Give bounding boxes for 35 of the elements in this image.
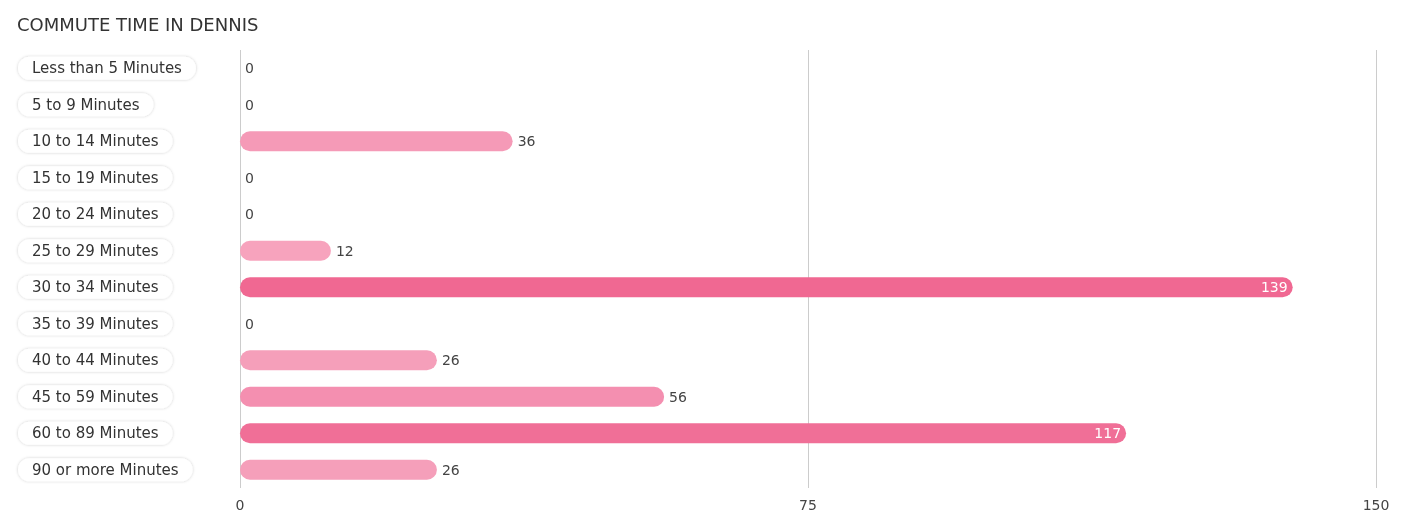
bar [240, 459, 437, 480]
x-tick-label: 0 [235, 497, 245, 513]
data-label: 0 [245, 169, 254, 186]
bar [240, 423, 1127, 444]
chart-title: COMMUTE TIME IN DENNIS [17, 13, 259, 35]
y-tick-label: 40 to 44 Minutes [32, 351, 159, 370]
data-label: 117 [1094, 425, 1122, 442]
x-tick-label: 150 [1362, 497, 1390, 513]
data-label: 36 [517, 133, 536, 150]
bar [240, 277, 1293, 298]
y-tick-label: 5 to 9 Minutes [32, 95, 140, 114]
y-tick-label: 35 to 39 Minutes [32, 314, 159, 333]
data-label: 0 [245, 60, 254, 77]
y-tick-label: 60 to 89 Minutes [32, 424, 159, 443]
y-tick-label: Less than 5 Minutes [32, 59, 183, 78]
bar [240, 386, 665, 407]
y-tick-label: 45 to 59 Minutes [32, 387, 159, 406]
bar [240, 240, 331, 261]
y-tick-label: 90 or more Minutes [32, 460, 179, 479]
bar [240, 350, 437, 371]
x-tick-label: 75 [799, 497, 817, 513]
y-tick-label: 25 to 29 Minutes [32, 241, 159, 260]
data-label: 56 [669, 388, 688, 405]
data-label: 12 [335, 242, 354, 259]
data-label: 26 [441, 352, 460, 369]
y-tick-label: 10 to 14 Minutes [32, 132, 159, 151]
data-label: 0 [245, 315, 254, 332]
data-label: 26 [441, 461, 460, 478]
bar [240, 131, 513, 152]
data-label: 0 [245, 96, 254, 113]
y-tick-label: 15 to 19 Minutes [32, 168, 159, 187]
data-label: 139 [1260, 279, 1288, 296]
y-tick-label: 20 to 24 Minutes [32, 205, 159, 224]
y-tick-label: 30 to 34 Minutes [32, 278, 159, 297]
data-label: 0 [245, 206, 254, 223]
